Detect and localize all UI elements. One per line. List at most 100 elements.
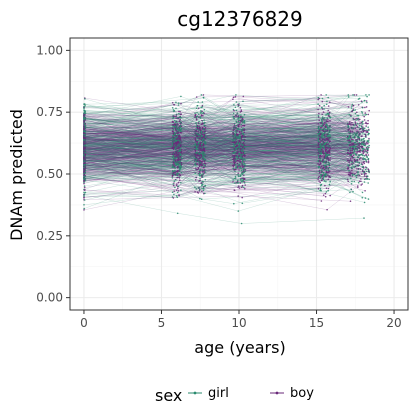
observation-point-boy <box>233 189 235 191</box>
subject-trajectory-boy <box>84 143 358 166</box>
subject-trajectory-girl <box>83 137 359 162</box>
subject-trajectory-girl <box>84 141 322 152</box>
observation-point-boy <box>365 100 368 102</box>
subject-trajectory-boy <box>83 149 362 196</box>
observation-point-girl <box>362 128 365 131</box>
observation-point-girl <box>232 134 234 137</box>
observation-point-girl <box>362 123 364 125</box>
observation-point-girl <box>84 149 87 151</box>
observation-point-boy <box>240 120 242 123</box>
legend-label-girl: girl <box>208 386 229 401</box>
subject-trajectory-boy <box>83 137 358 162</box>
observation-point-boy <box>195 130 198 132</box>
subject-trajectory-boy <box>84 146 367 165</box>
observation-point-girl <box>199 168 202 171</box>
observation-point-girl <box>328 166 331 169</box>
subject-trajectory-boy <box>83 147 321 172</box>
observation-point-girl <box>318 157 320 160</box>
observation-point-girl <box>328 183 331 186</box>
subject-trajectory-boy <box>85 151 349 175</box>
observation-point-girl <box>234 170 236 173</box>
observation-point-girl <box>84 98 86 100</box>
observation-point-boy <box>317 162 319 165</box>
observation-point-girl <box>238 122 240 124</box>
observation-point-girl <box>364 114 367 116</box>
observation-point-boy <box>176 154 178 157</box>
observation-point-boy <box>235 115 237 117</box>
observation-point-girl <box>233 104 235 106</box>
observation-point-girl <box>355 145 357 147</box>
observation-point-boy <box>325 119 328 121</box>
observation-point-girl <box>177 102 180 104</box>
observation-point-boy <box>173 171 175 173</box>
observation-point-boy <box>233 164 235 166</box>
observation-point-girl <box>83 204 85 206</box>
subject-trajectory-boy <box>84 135 326 168</box>
subject-trajectory-girl <box>83 122 351 148</box>
observation-point-girl <box>357 181 360 184</box>
observation-point-boy <box>317 123 320 125</box>
observation-point-boy <box>203 169 205 171</box>
observation-point-boy <box>328 115 331 118</box>
observation-point-girl <box>84 144 86 147</box>
observation-point-boy <box>317 178 319 181</box>
observation-point-girl <box>243 150 246 153</box>
observation-point-girl <box>366 155 368 158</box>
observation-point-girl <box>195 116 198 118</box>
observation-point-boy <box>359 122 361 124</box>
observation-point-boy <box>319 154 322 157</box>
subject-trajectory-boy <box>84 162 351 189</box>
observation-point-girl <box>359 154 361 156</box>
observation-point-girl <box>322 128 324 131</box>
observation-point-girl <box>361 127 363 130</box>
observation-point-boy <box>175 115 177 117</box>
observation-point-girl <box>321 124 323 127</box>
observation-point-boy <box>364 135 367 138</box>
observation-point-girl <box>359 124 361 127</box>
observation-point-boy <box>349 124 352 126</box>
observation-point-boy <box>351 151 354 154</box>
observation-point-boy <box>180 125 183 128</box>
observation-point-boy <box>198 116 200 118</box>
observation-point-girl <box>320 150 323 152</box>
observation-point-girl <box>357 171 359 174</box>
observation-point-girl <box>348 165 350 167</box>
observation-point-boy <box>329 159 331 161</box>
observation-point-girl <box>83 199 86 201</box>
observation-point-girl <box>194 172 196 174</box>
observation-point-girl <box>357 98 360 100</box>
observation-point-girl <box>241 148 244 150</box>
observation-point-boy <box>362 161 365 164</box>
observation-point-girl <box>83 111 86 114</box>
observation-point-boy <box>325 167 327 170</box>
subject-trajectory-girl <box>85 148 358 158</box>
observation-point-girl <box>240 222 243 225</box>
observation-point-boy <box>356 140 359 143</box>
observation-point-girl <box>83 172 85 175</box>
observation-point-boy <box>201 119 203 122</box>
observation-point-girl <box>173 193 175 196</box>
observation-point-boy <box>202 94 205 96</box>
observation-point-boy <box>198 165 201 167</box>
observation-point-boy <box>320 122 322 124</box>
observation-point-girl <box>201 187 203 190</box>
observation-point-boy <box>236 144 238 146</box>
observation-point-girl <box>240 123 242 126</box>
observation-point-boy <box>363 175 366 177</box>
observation-point-boy <box>325 135 327 138</box>
observation-point-boy <box>178 194 180 196</box>
observation-point-girl <box>204 185 206 187</box>
subject-trajectory-girl <box>84 145 350 165</box>
observation-point-boy <box>232 98 234 101</box>
subject-trajectory-boy <box>84 161 358 176</box>
subject-trajectory-girl <box>84 146 325 156</box>
subject-trajectory-boy <box>83 137 357 167</box>
observation-point-girl <box>83 185 86 187</box>
observation-point-boy <box>238 160 240 162</box>
observation-point-girl <box>361 138 363 141</box>
subject-trajectory-girl <box>83 194 365 224</box>
observation-point-boy <box>361 183 364 185</box>
subject-trajectory-girl <box>84 136 357 167</box>
observation-point-boy <box>241 184 244 187</box>
